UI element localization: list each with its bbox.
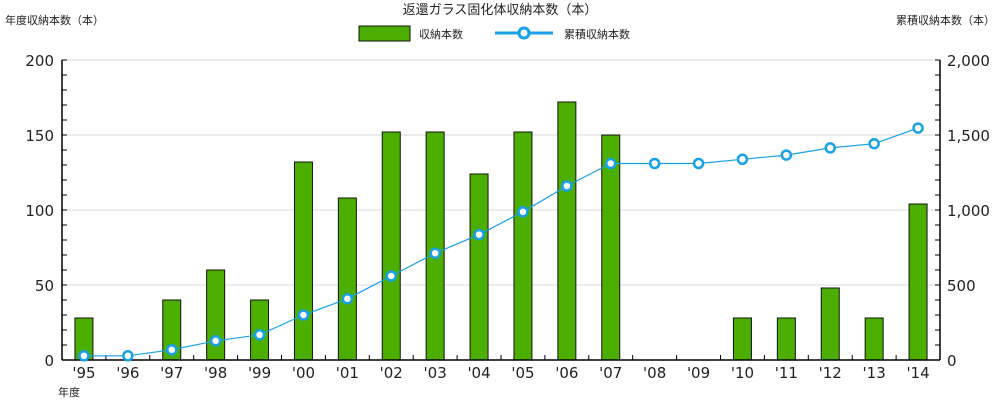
x-tick-label: '97	[160, 364, 183, 382]
bar-06	[557, 101, 577, 361]
cumulative-point-99	[253, 329, 266, 341]
x-tick-label: '06	[555, 364, 578, 382]
cumulative-point-11	[780, 149, 793, 161]
x-tick-label: '03	[424, 364, 447, 382]
x-tick-label: '13	[863, 364, 886, 382]
x-tick-label: '05	[511, 364, 534, 382]
bar-11	[776, 317, 796, 361]
cumulative-point-10	[736, 153, 749, 166]
right-tick-label: 1,000	[947, 202, 990, 220]
bar-03	[425, 131, 445, 361]
cumulative-point-05	[517, 206, 529, 218]
x-tick-label: '12	[819, 364, 842, 382]
bar-05	[513, 131, 533, 361]
right-tick-label: 1,500	[947, 127, 990, 145]
bar-04	[469, 173, 489, 361]
x-tick-label: '11	[775, 364, 798, 382]
bar-13	[864, 317, 884, 361]
cumulative-point-04	[473, 228, 485, 241]
x-tick-label: '98	[204, 364, 227, 382]
legend-line-label: 累積収納本数	[564, 27, 630, 41]
x-tick-label: '08	[643, 364, 666, 382]
bar-00	[293, 161, 313, 361]
cumulative-point-07	[605, 157, 617, 170]
cumulative-point-09	[692, 157, 705, 170]
cumulative-line	[83, 127, 919, 357]
cumulative-point-01	[341, 293, 354, 305]
cumulative-point-13	[868, 137, 880, 150]
bar-12	[820, 287, 840, 361]
cumulative-point-08	[648, 157, 661, 170]
x-tick-label: '95	[72, 364, 95, 382]
legend-line-marker	[517, 26, 531, 40]
bar-10	[732, 317, 752, 361]
legend-bar-label: 収納本数	[419, 27, 463, 41]
x-tick-label: '02	[380, 364, 403, 382]
left-tick-label: 200	[25, 52, 54, 70]
right-axis-label: 累積収納本数（本）	[896, 13, 995, 27]
legend-bar-swatch	[358, 25, 411, 42]
cumulative-point-98	[209, 335, 222, 347]
right-tick-label: 2,000	[947, 52, 990, 70]
cumulative-point-95	[78, 350, 90, 362]
cumulative-point-97	[166, 344, 178, 356]
left-tick-label: 150	[25, 127, 54, 145]
left-tick-label: 50	[35, 277, 54, 295]
bar-14	[908, 203, 928, 361]
chart-title: 返還ガラス固化体収納本数（本）	[403, 3, 598, 18]
x-tick-label: '09	[687, 364, 710, 382]
left-tick-label: 0	[44, 352, 54, 370]
x-axis-label: 年度	[58, 385, 80, 399]
cumulative-point-03	[429, 247, 441, 259]
left-axis-label: 年度収納本数（本）	[5, 13, 104, 27]
x-tick-label: '04	[467, 364, 490, 382]
x-tick-label: '99	[248, 364, 271, 382]
x-tick-label: '14	[906, 364, 929, 382]
cumulative-point-06	[561, 180, 573, 192]
cumulative-point-00	[297, 309, 310, 321]
cumulative-point-14	[912, 122, 924, 134]
x-tick-label: '10	[731, 364, 754, 382]
x-tick-label: '07	[599, 364, 622, 382]
legend: 収納本数 累積収納本数	[358, 25, 630, 42]
bar-02	[381, 131, 401, 361]
left-tick-label: 100	[25, 202, 54, 220]
cumulative-point-12	[824, 142, 836, 154]
bar-01	[337, 197, 357, 361]
x-tick-label: '00	[292, 364, 315, 382]
cumulative-point-02	[385, 270, 397, 282]
x-tick-label: '01	[336, 364, 359, 382]
x-tick-label: '96	[116, 364, 139, 382]
right-tick-label: 0	[947, 352, 957, 370]
cumulative-point-96	[122, 350, 134, 362]
right-tick-label: 500	[947, 277, 976, 295]
